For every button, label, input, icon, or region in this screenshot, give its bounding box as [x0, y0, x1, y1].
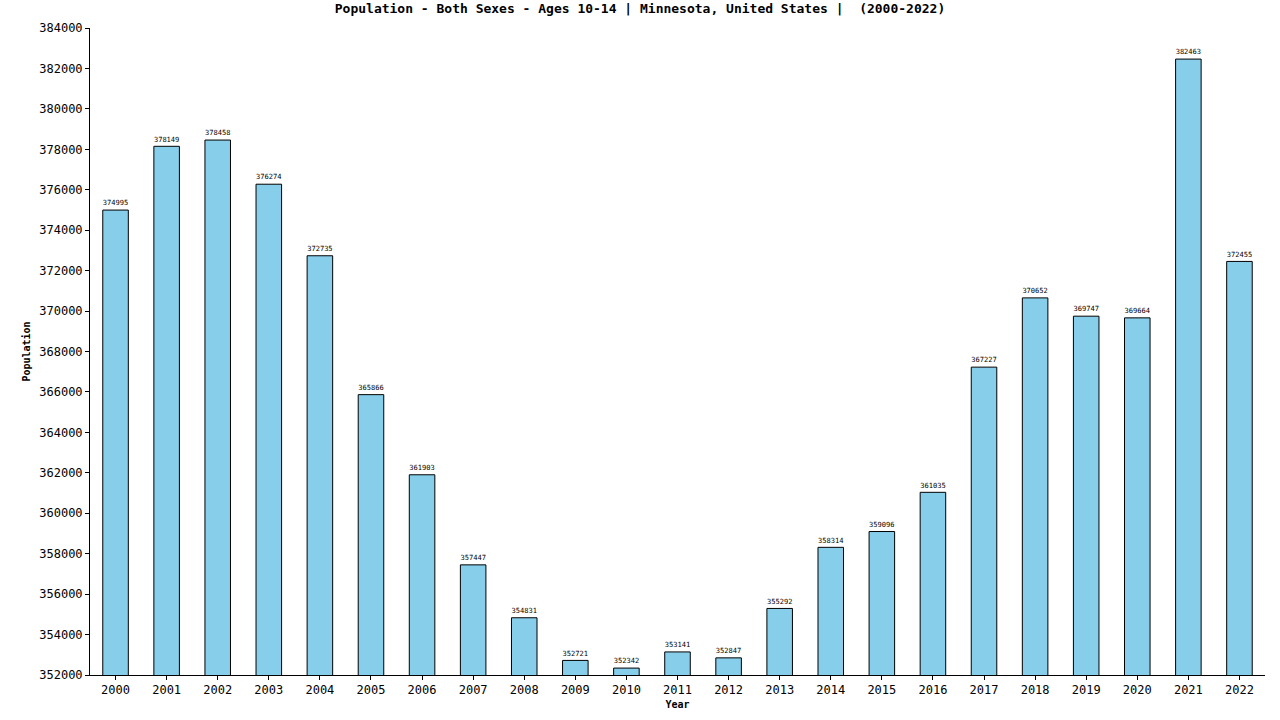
svg-text:2013: 2013 — [765, 683, 794, 697]
svg-text:2010: 2010 — [612, 683, 641, 697]
svg-text:360000: 360000 — [39, 506, 82, 520]
svg-text:353141: 353141 — [665, 640, 690, 649]
svg-text:Population: Population — [21, 321, 32, 381]
svg-text:2022: 2022 — [1225, 683, 1254, 697]
svg-text:366000: 366000 — [39, 385, 82, 399]
svg-text:370000: 370000 — [39, 304, 82, 318]
svg-text:372735: 372735 — [307, 244, 332, 253]
svg-text:369747: 369747 — [1073, 304, 1099, 313]
svg-text:2015: 2015 — [867, 683, 896, 697]
svg-text:358314: 358314 — [818, 536, 843, 545]
svg-text:2005: 2005 — [357, 683, 386, 697]
svg-text:2019: 2019 — [1072, 683, 1101, 697]
svg-text:2016: 2016 — [918, 683, 947, 697]
svg-text:378458: 378458 — [205, 128, 230, 137]
svg-text:2007: 2007 — [459, 683, 488, 697]
svg-text:2004: 2004 — [305, 683, 334, 697]
svg-text:376000: 376000 — [39, 183, 82, 197]
svg-text:357447: 357447 — [460, 553, 485, 562]
svg-text:374995: 374995 — [103, 198, 129, 207]
svg-text:2020: 2020 — [1123, 683, 1152, 697]
svg-text:2011: 2011 — [663, 683, 692, 697]
svg-text:2009: 2009 — [561, 683, 590, 697]
svg-text:368000: 368000 — [39, 345, 82, 359]
svg-text:362000: 362000 — [39, 466, 82, 480]
svg-text:384000: 384000 — [39, 21, 82, 35]
svg-text:355292: 355292 — [767, 597, 793, 606]
svg-text:378149: 378149 — [154, 135, 179, 144]
svg-text:365866: 365866 — [358, 383, 383, 392]
svg-text:2021: 2021 — [1174, 683, 1203, 697]
svg-text:364000: 364000 — [39, 426, 82, 440]
svg-text:354831: 354831 — [512, 606, 537, 615]
svg-text:374000: 374000 — [39, 223, 82, 237]
svg-text:Population - Both Sexes - Ages: Population - Both Sexes - Ages 10-14 | M… — [335, 1, 945, 16]
svg-text:2017: 2017 — [970, 683, 999, 697]
svg-text:2001: 2001 — [152, 683, 181, 697]
svg-text:370652: 370652 — [1022, 286, 1047, 295]
svg-text:2014: 2014 — [816, 683, 845, 697]
svg-text:359096: 359096 — [869, 520, 894, 529]
svg-text:2003: 2003 — [254, 683, 283, 697]
svg-text:382000: 382000 — [39, 62, 82, 76]
svg-text:382463: 382463 — [1176, 47, 1201, 56]
svg-text:2008: 2008 — [510, 683, 539, 697]
svg-text:367227: 367227 — [971, 355, 996, 364]
svg-text:380000: 380000 — [39, 102, 82, 116]
svg-text:352342: 352342 — [614, 656, 639, 665]
svg-text:2002: 2002 — [203, 683, 232, 697]
svg-text:354000: 354000 — [39, 628, 82, 642]
svg-text:352721: 352721 — [563, 649, 589, 658]
svg-text:Year: Year — [665, 699, 689, 710]
svg-text:2006: 2006 — [408, 683, 437, 697]
svg-text:2018: 2018 — [1021, 683, 1050, 697]
svg-text:358000: 358000 — [39, 547, 82, 561]
svg-text:2000: 2000 — [101, 683, 130, 697]
svg-text:372000: 372000 — [39, 264, 82, 278]
svg-text:378000: 378000 — [39, 143, 82, 157]
svg-text:2012: 2012 — [714, 683, 743, 697]
svg-text:369664: 369664 — [1125, 306, 1150, 315]
svg-text:376274: 376274 — [256, 172, 282, 181]
svg-text:361035: 361035 — [920, 481, 946, 490]
svg-text:372455: 372455 — [1227, 250, 1253, 259]
svg-text:352000: 352000 — [39, 668, 82, 682]
svg-text:356000: 356000 — [39, 587, 82, 601]
svg-text:361903: 361903 — [409, 463, 435, 472]
svg-text:352847: 352847 — [716, 646, 741, 655]
